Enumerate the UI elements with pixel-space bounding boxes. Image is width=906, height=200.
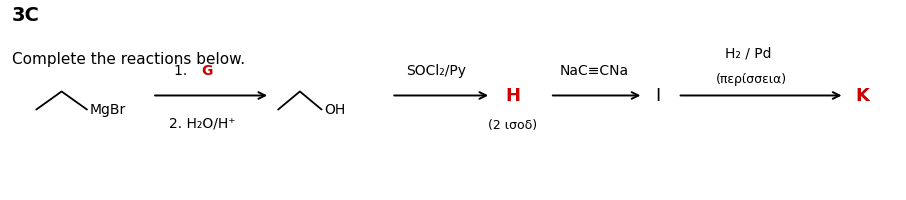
Text: I: I	[655, 87, 660, 105]
Text: NaC≡CNa: NaC≡CNa	[560, 64, 629, 78]
Text: 2. H₂O/H⁺: 2. H₂O/H⁺	[169, 116, 236, 130]
Text: 3C: 3C	[12, 6, 40, 25]
Text: MgBr: MgBr	[90, 102, 126, 116]
Text: G: G	[201, 64, 213, 78]
Text: H: H	[506, 87, 520, 105]
Text: (2 ισοδ): (2 ισοδ)	[488, 118, 537, 131]
Text: (περίσσεια): (περίσσεια)	[716, 73, 787, 86]
Text: OH: OH	[324, 102, 345, 116]
Text: 1.: 1.	[174, 64, 196, 78]
Text: Complete the reactions below.: Complete the reactions below.	[12, 52, 245, 67]
Text: K: K	[855, 87, 870, 105]
Text: H₂ / Pd: H₂ / Pd	[725, 46, 771, 60]
Text: SOCl₂/Py: SOCl₂/Py	[406, 64, 466, 78]
